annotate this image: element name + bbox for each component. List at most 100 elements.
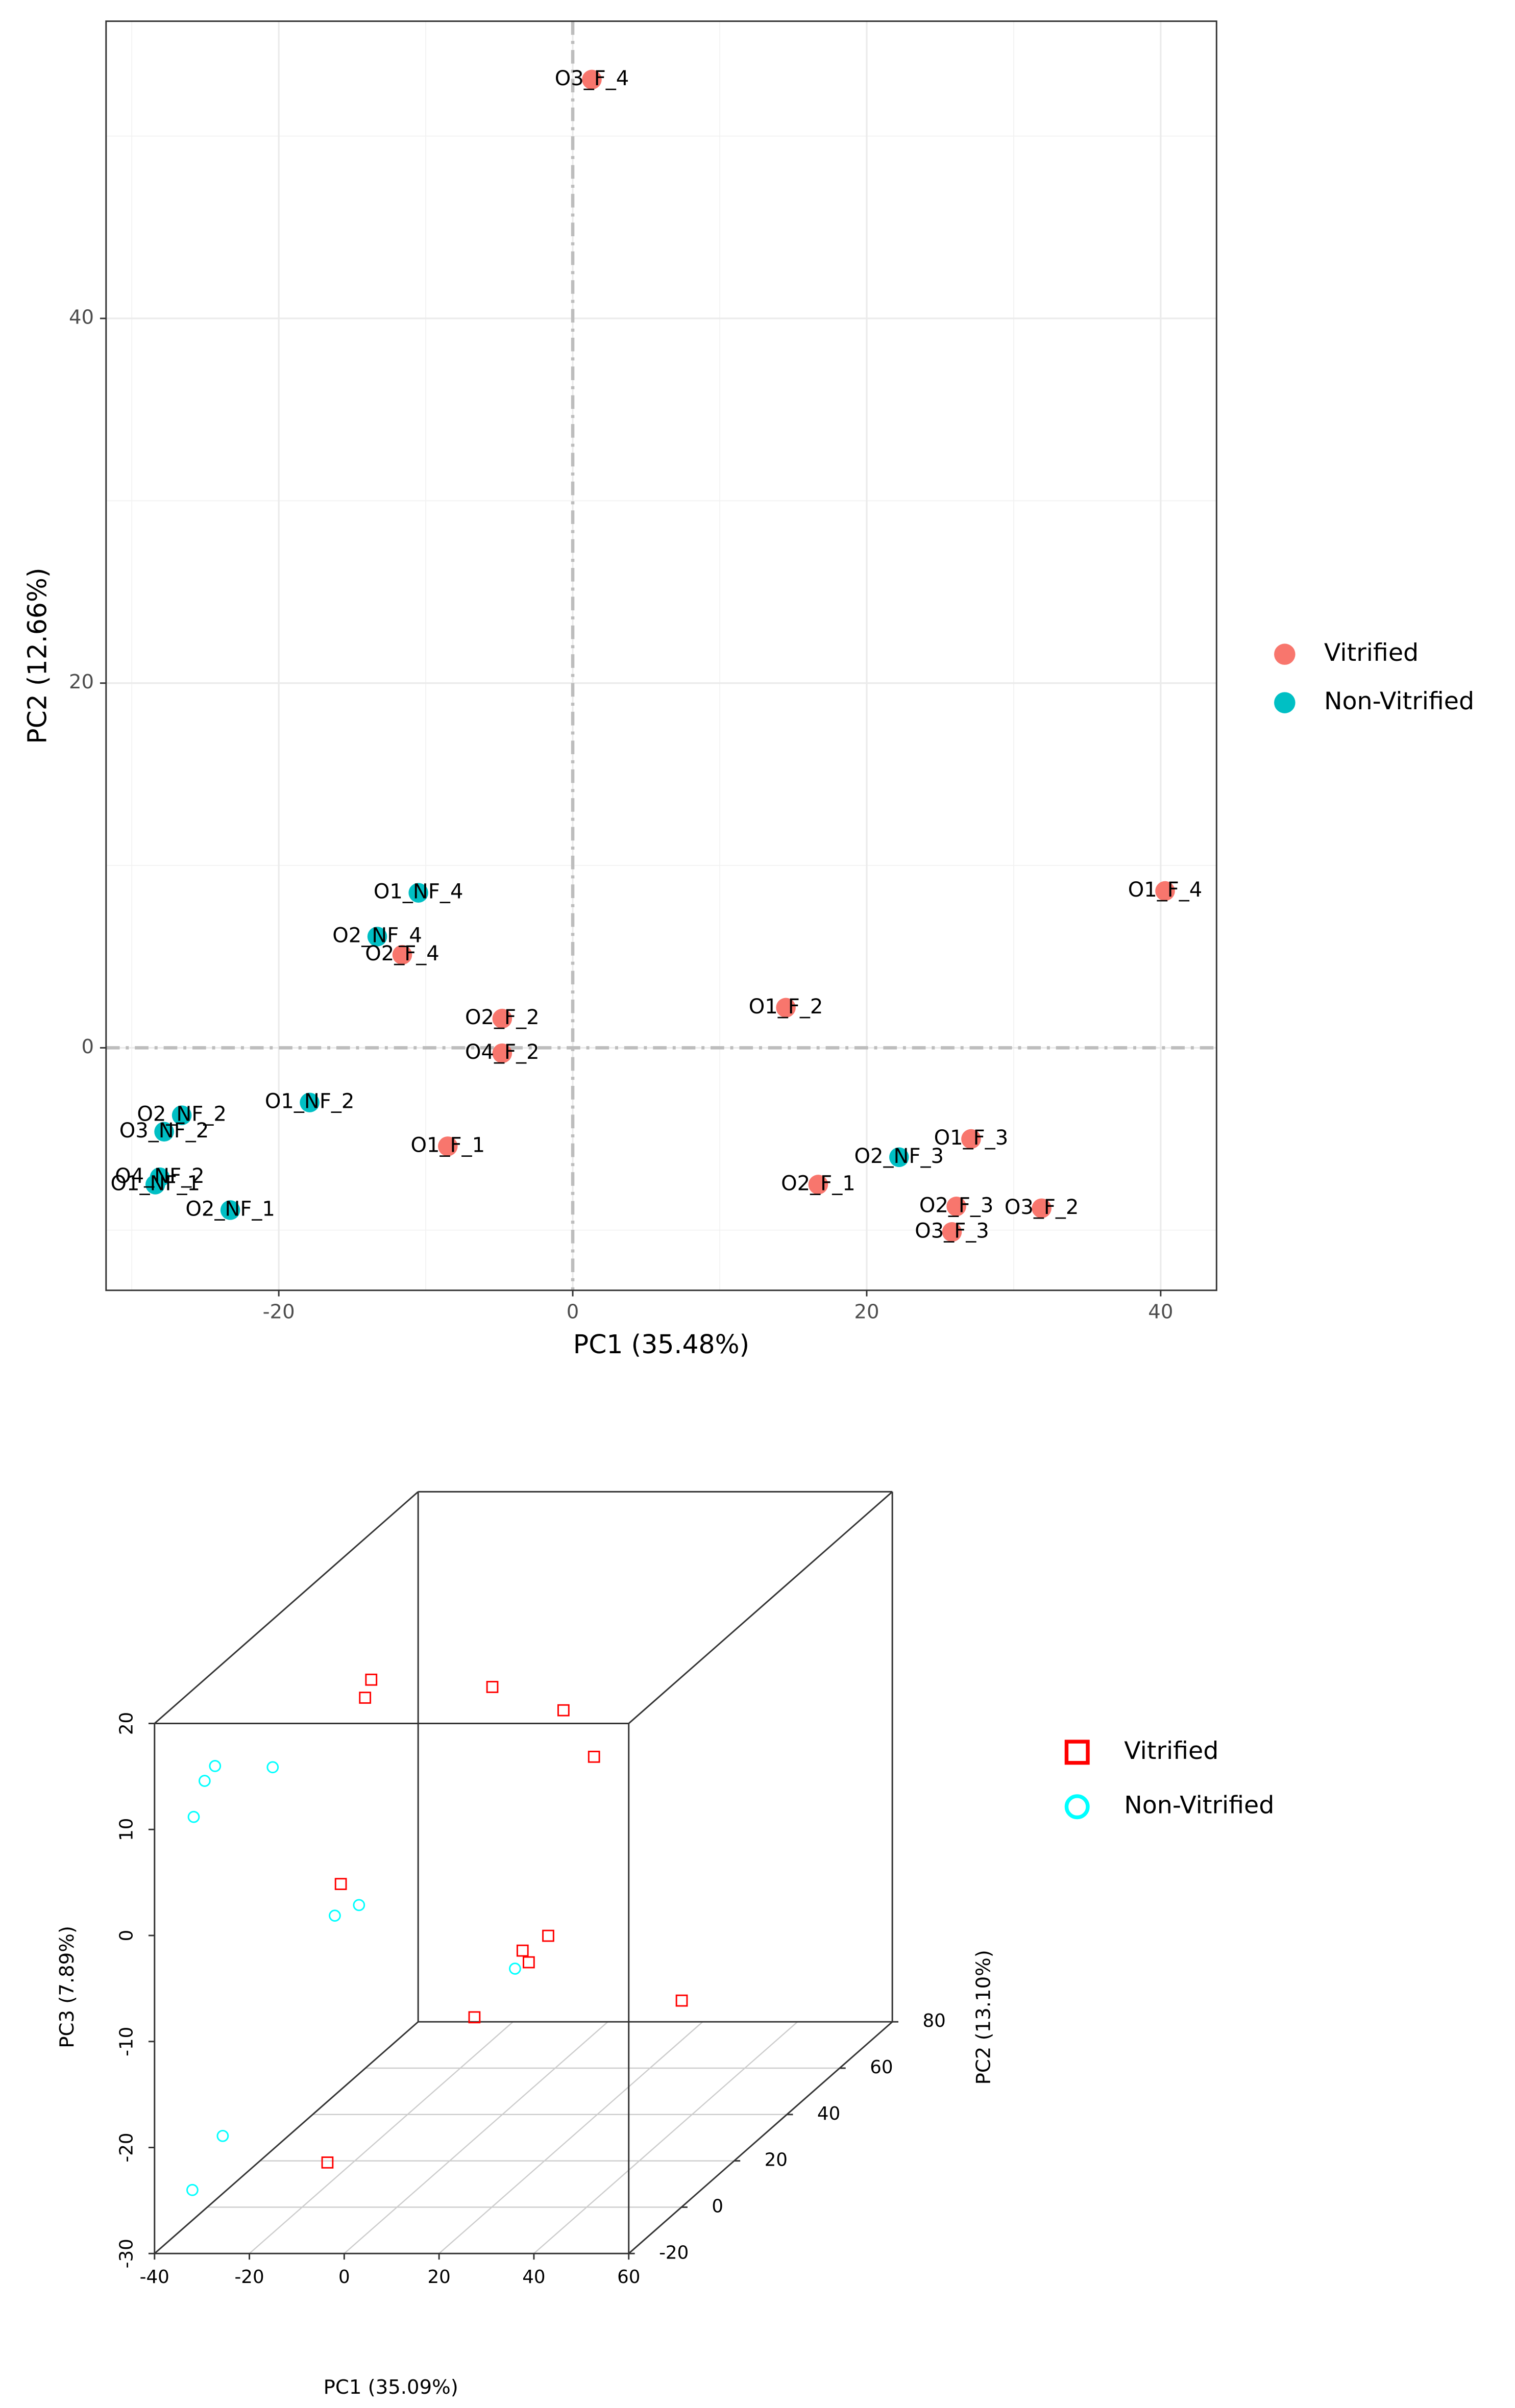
- legend-marker: [1064, 1794, 1090, 1820]
- point: [492, 1008, 512, 1029]
- x-tick-label: 40: [1148, 1301, 1173, 1324]
- y-tick-label: 0: [712, 2196, 723, 2217]
- point: [172, 1105, 192, 1125]
- point-label: O1_NF_4: [374, 880, 463, 904]
- z-tick-label: -30: [116, 2239, 137, 2268]
- point: [468, 2011, 481, 2024]
- floor-grid-line: [344, 2021, 608, 2254]
- point: [365, 1673, 378, 1686]
- point: [889, 1147, 909, 1168]
- z-tick-label: 20: [116, 1712, 137, 1735]
- point: [509, 1963, 521, 1975]
- y-tick-label: 20: [765, 2150, 788, 2171]
- point-label: O2_F_4: [365, 942, 439, 965]
- y-tick-label: 40: [817, 2103, 840, 2124]
- point-label: O4_F_2: [465, 1040, 540, 1064]
- point: [1155, 881, 1175, 901]
- point-label: O3_NF_2: [119, 1119, 209, 1143]
- x-tick-label: -40: [140, 2267, 169, 2288]
- panel-border: [105, 20, 1217, 1292]
- point: [588, 1750, 600, 1763]
- point: [542, 1929, 554, 1942]
- point-label: O2_F_1: [781, 1172, 856, 1195]
- point-label: O1_NF_2: [265, 1090, 355, 1113]
- point: [516, 1944, 529, 1957]
- x-tick-label: 40: [522, 2267, 545, 2288]
- z-tick-label: -10: [116, 2027, 137, 2056]
- point-label: O3_F_4: [555, 67, 629, 90]
- point: [334, 1878, 347, 1890]
- x-tick-label: -20: [234, 2267, 264, 2288]
- point: [266, 1761, 279, 1774]
- point: [321, 2156, 334, 2169]
- legend-label: Vitrified: [1124, 1737, 1218, 1765]
- point: [353, 1899, 365, 1911]
- point: [557, 1704, 570, 1717]
- point: [1032, 1198, 1052, 1219]
- point: [437, 1136, 458, 1156]
- point-label: O2_F_3: [919, 1194, 994, 1217]
- y-tick-label: 80: [923, 2010, 946, 2031]
- point-label: O2_NF_2: [137, 1103, 227, 1126]
- point: [216, 2129, 229, 2142]
- x-tick-label: -20: [263, 1301, 295, 1324]
- point: [187, 1810, 200, 1823]
- point: [675, 1994, 688, 2007]
- y-tick-label: -20: [659, 2242, 689, 2263]
- point: [220, 1200, 240, 1220]
- floor-grid-line: [249, 2021, 514, 2254]
- point: [776, 998, 796, 1018]
- point: [367, 927, 387, 947]
- y-axis-title: PC2 (12.66%): [22, 567, 53, 743]
- point-label: O1_F_4: [1128, 878, 1203, 902]
- point-label: O3_F_2: [1005, 1196, 1079, 1219]
- y-axis-title: PC2 (13.10%): [972, 1950, 995, 2084]
- point: [408, 883, 428, 903]
- point: [209, 1760, 222, 1772]
- y-tick-label: 0: [82, 1035, 94, 1058]
- point: [392, 945, 412, 965]
- box-edge: [154, 2021, 419, 2254]
- x-tick-label: 0: [338, 2267, 350, 2288]
- point: [582, 69, 602, 90]
- z-tick-label: 0: [116, 1930, 137, 1942]
- point-label: O2_F_2: [465, 1006, 540, 1029]
- x-tick-label: 20: [427, 2267, 450, 2288]
- point-label: O2_NF_3: [854, 1145, 944, 1168]
- legend-label: Non-Vitrified: [1124, 1792, 1274, 1820]
- point: [523, 1956, 535, 1969]
- z-axis-title: PC3 (7.89%): [56, 1926, 79, 2048]
- x-tick-label: 60: [617, 2267, 640, 2288]
- box-edge: [154, 1491, 419, 1724]
- point: [154, 1122, 174, 1142]
- box-edge: [628, 2021, 893, 2254]
- y-tick-label: 20: [69, 671, 94, 693]
- point-label: O1_F_3: [934, 1126, 1009, 1150]
- y-tick-label: 40: [69, 306, 94, 329]
- z-tick-label: -20: [116, 2132, 137, 2162]
- point: [942, 1222, 962, 1242]
- x-axis-title: PC1 (35.48%): [573, 1329, 749, 1359]
- x-tick-label: 0: [567, 1301, 579, 1324]
- floor-grid-line: [533, 2021, 798, 2254]
- point: [359, 1692, 372, 1704]
- point: [961, 1129, 981, 1149]
- legend-label: Vitrified: [1324, 639, 1419, 667]
- point-label: O4_NF_2: [115, 1164, 205, 1188]
- point-label: O1_F_2: [749, 995, 823, 1019]
- box-edge: [628, 1491, 893, 1724]
- point-label: O3_F_3: [915, 1219, 989, 1243]
- floor-grid-line: [438, 2021, 703, 2254]
- legend-label: Non-Vitrified: [1324, 687, 1474, 715]
- z-tick-label: 10: [116, 1818, 137, 1841]
- legend-marker: [1274, 643, 1296, 665]
- y-tick-label: 60: [870, 2057, 893, 2078]
- point-label: O1_NF_1: [110, 1172, 200, 1195]
- point-label: O2_NF_1: [185, 1197, 275, 1221]
- point: [145, 1175, 165, 1195]
- point: [492, 1043, 512, 1063]
- legend-marker: [1274, 692, 1296, 713]
- point: [300, 1093, 320, 1112]
